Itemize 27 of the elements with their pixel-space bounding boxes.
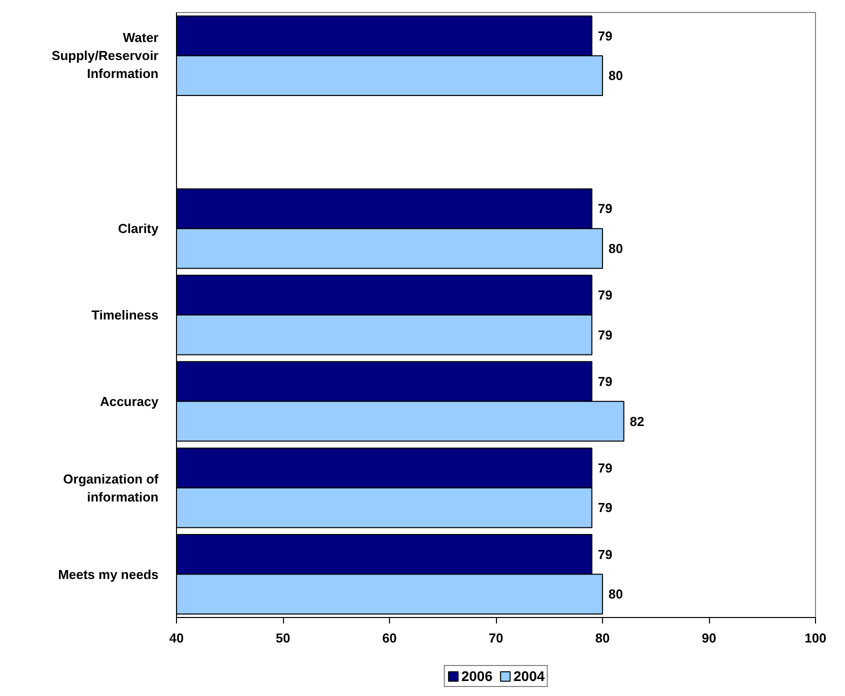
y-tick-label: Organization of information [63, 471, 160, 504]
x-tick-label: 70 [488, 630, 504, 646]
y-tick-label: Meets my needs [58, 566, 159, 582]
data-label: 79 [598, 546, 612, 562]
y-tick-label: Accuracy [100, 394, 160, 409]
x-tick-label: 100 [804, 630, 826, 646]
x-tick-label: 60 [382, 630, 397, 646]
data-label: 79 [598, 201, 612, 216]
data-label: 79 [598, 288, 612, 303]
data-label: 80 [608, 68, 623, 84]
data-label: 80 [608, 586, 623, 602]
data-label: 80 [608, 240, 623, 256]
y-tick-label: Timeliness [92, 308, 159, 322]
data-label: 82 [630, 414, 644, 429]
data-label: 79 [598, 500, 612, 516]
data-label: 79 [598, 28, 612, 44]
y-tick-label: Clarity [118, 221, 160, 236]
x-tick-label: 50 [276, 630, 290, 646]
x-tick-label: 40 [169, 630, 184, 646]
data-label: 79 [598, 374, 612, 390]
data-label: 79 [598, 327, 612, 342]
x-tick-label: 90 [702, 630, 716, 646]
legend-label: 2006 [461, 668, 492, 684]
y-tick-label: Water Supply/Reservoir Information [52, 30, 159, 82]
x-tick-label: 80 [595, 630, 610, 646]
data-label: 79 [598, 460, 612, 476]
legend-label: 2004 [514, 668, 545, 684]
